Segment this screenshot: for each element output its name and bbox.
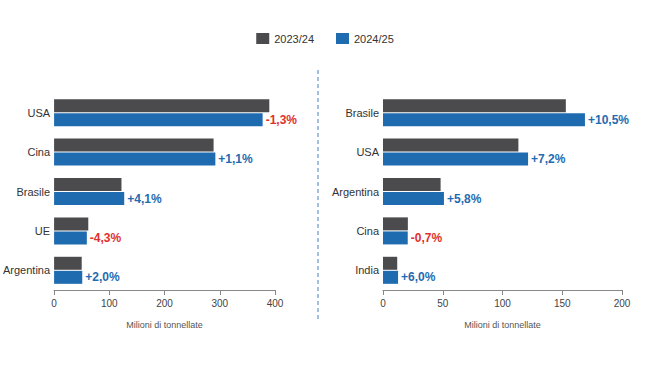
svg-text:India: India (355, 264, 380, 276)
svg-text:+10,5%: +10,5% (588, 113, 629, 127)
svg-text:400: 400 (267, 298, 284, 309)
svg-text:300: 300 (211, 298, 228, 309)
svg-text:100: 100 (101, 298, 118, 309)
svg-text:-1,3%: -1,3% (266, 113, 298, 127)
svg-text:USA: USA (356, 146, 379, 158)
svg-text:+6,0%: +6,0% (401, 270, 436, 284)
svg-text:200: 200 (156, 298, 173, 309)
svg-text:0: 0 (51, 298, 57, 309)
svg-text:Argentina: Argentina (3, 264, 51, 276)
svg-text:2023/24: 2023/24 (274, 33, 314, 45)
svg-text:-4,3%: -4,3% (90, 231, 122, 245)
svg-text:0: 0 (380, 298, 386, 309)
svg-text:2024/25: 2024/25 (354, 33, 394, 45)
svg-text:+7,2%: +7,2% (531, 152, 566, 166)
svg-text:UE: UE (35, 225, 50, 237)
svg-text:Brasile: Brasile (16, 186, 50, 198)
svg-text:Milioni di tonnellate: Milioni di tonnellate (464, 320, 541, 330)
svg-text:-0,7%: -0,7% (411, 231, 443, 245)
svg-text:USA: USA (27, 107, 50, 119)
svg-text:Cina: Cina (356, 225, 380, 237)
svg-text:+2,0%: +2,0% (85, 270, 120, 284)
svg-text:+1,1%: +1,1% (218, 152, 253, 166)
svg-text:+4,1%: +4,1% (127, 192, 162, 206)
svg-text:50: 50 (437, 298, 449, 309)
svg-text:Cina: Cina (27, 146, 51, 158)
svg-text:Brasile: Brasile (345, 107, 379, 119)
svg-text:150: 150 (554, 298, 571, 309)
svg-text:Milioni di tonnellate: Milioni di tonnellate (126, 320, 203, 330)
svg-text:100: 100 (494, 298, 511, 309)
svg-text:200: 200 (614, 298, 631, 309)
svg-text:Argentina: Argentina (332, 186, 380, 198)
svg-text:+5,8%: +5,8% (447, 192, 482, 206)
